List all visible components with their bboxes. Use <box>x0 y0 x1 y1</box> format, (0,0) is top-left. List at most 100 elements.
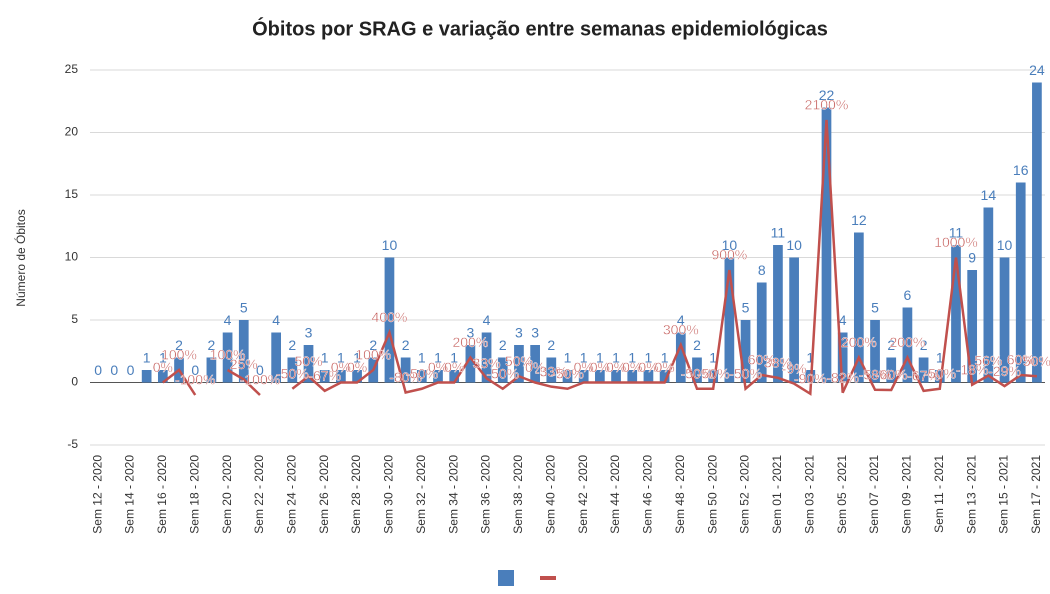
bar-value-label: 4 <box>224 312 232 328</box>
bar <box>449 370 460 383</box>
x-tick-label: Sem 52 - 2020 <box>738 455 752 534</box>
bar <box>1032 82 1042 383</box>
bar <box>789 257 799 383</box>
bar <box>497 357 508 383</box>
bar <box>578 370 589 383</box>
bar-value-label: 12 <box>851 212 867 228</box>
variation-label: -50% <box>681 365 714 381</box>
x-tick-label: Sem 16 - 2020 <box>155 455 169 534</box>
variation-label: 50% <box>505 353 533 369</box>
y-tick-label: 20 <box>65 125 79 139</box>
bar-value-label: 0 <box>256 362 264 378</box>
variation-label: -82% <box>826 369 859 385</box>
variation-label: 100% <box>210 347 246 363</box>
variation-label: -100% <box>175 372 215 388</box>
bar-value-label: 1 <box>159 350 167 366</box>
x-tick-label: Sem 07 - 2021 <box>867 455 881 534</box>
bar-value-label: 0 <box>110 362 118 378</box>
x-tick-label: Sem 28 - 2020 <box>349 455 363 534</box>
bar-value-label: 1 <box>612 350 620 366</box>
bar-value-label: 1 <box>645 350 653 366</box>
variation-label: 0% <box>525 359 545 375</box>
bar <box>271 332 281 383</box>
bar <box>400 357 411 383</box>
bar-value-label: 3 <box>305 325 313 341</box>
x-tick-label: Sem 42 - 2020 <box>576 455 590 534</box>
bar <box>384 257 395 383</box>
bar-value-label: 9 <box>968 250 976 266</box>
bar <box>773 245 783 383</box>
x-tick-label: Sem 18 - 2020 <box>187 455 201 534</box>
bar-value-label: 10 <box>382 237 398 253</box>
bar <box>562 370 573 383</box>
variation-label: -29% <box>988 363 1021 379</box>
bar-value-label: 2 <box>207 337 215 353</box>
variation-label: 0% <box>153 359 173 375</box>
bar-value-label: 5 <box>742 300 750 316</box>
bar <box>740 320 751 383</box>
bar <box>433 370 443 383</box>
variation-label: 56% <box>974 352 1002 368</box>
bar <box>821 107 832 383</box>
bar-value-label: 1 <box>337 350 345 366</box>
bar <box>870 320 880 383</box>
bar-value-label: 5 <box>240 300 248 316</box>
variation-label: -33% <box>535 363 568 379</box>
y-tick-label: -5 <box>67 437 78 451</box>
bar <box>611 370 621 383</box>
bar-value-label: 10 <box>786 237 802 253</box>
variation-label: 0% <box>622 359 642 375</box>
bar <box>999 257 1010 383</box>
bar <box>465 345 476 383</box>
variation-label: 50% <box>295 353 323 369</box>
x-tick-label: Sem 11 - 2021 <box>932 455 946 533</box>
bar-value-label: 3 <box>515 325 523 341</box>
variation-label: 0% <box>428 359 448 375</box>
bar <box>595 370 605 383</box>
variation-label: -80% <box>389 369 422 385</box>
variation-label: 200% <box>841 334 877 350</box>
legend-swatch <box>540 576 556 580</box>
bar <box>336 370 346 383</box>
x-tick-label: Sem 32 - 2020 <box>414 455 428 534</box>
x-tick-label: Sem 30 - 2020 <box>382 455 396 534</box>
bar <box>627 370 638 383</box>
bar <box>692 357 702 383</box>
variation-label: -50% <box>697 365 730 381</box>
variation-line <box>162 119 1038 396</box>
variation-label: -18% <box>956 361 989 377</box>
y-axis-label: Número de Óbitos <box>13 209 28 306</box>
y-tick-label: 10 <box>65 250 79 264</box>
bar <box>352 370 362 383</box>
bar <box>967 270 978 383</box>
bar <box>724 257 735 383</box>
bar <box>643 370 654 383</box>
variation-label: -50% <box>729 365 762 381</box>
x-tick-label: Sem 15 - 2021 <box>997 455 1011 534</box>
variation-label: 1000% <box>934 234 978 250</box>
x-tick-label: Sem 05 - 2021 <box>835 455 849 534</box>
bar-value-label: 3 <box>531 325 539 341</box>
bar <box>287 357 298 383</box>
bar <box>416 370 427 383</box>
y-tick-label: 15 <box>65 187 79 201</box>
bar <box>319 370 330 383</box>
bar-value-label: 1 <box>564 350 572 366</box>
bar <box>854 232 864 383</box>
bar <box>918 357 929 383</box>
bar-value-label: 1 <box>143 350 151 366</box>
chart-title: Óbitos por SRAG e variação entre semanas… <box>252 16 828 40</box>
variation-label: -60% <box>875 367 908 383</box>
bar-value-label: 1 <box>434 350 442 366</box>
bar <box>675 332 686 383</box>
variation-label: -50% <box>486 365 519 381</box>
x-tick-label: Sem 24 - 2020 <box>285 455 299 534</box>
variation-label: 25% <box>230 356 258 372</box>
x-tick-label: Sem 09 - 2021 <box>900 455 914 534</box>
variation-label: -67% <box>308 368 341 384</box>
bar-value-label: 0 <box>94 362 102 378</box>
x-tick-label: Sem 12 - 2020 <box>90 455 104 534</box>
variation-label: -50% <box>923 365 956 381</box>
x-tick-label: Sem 46 - 2020 <box>641 455 655 534</box>
x-tick-label: Sem 36 - 2020 <box>479 455 493 534</box>
